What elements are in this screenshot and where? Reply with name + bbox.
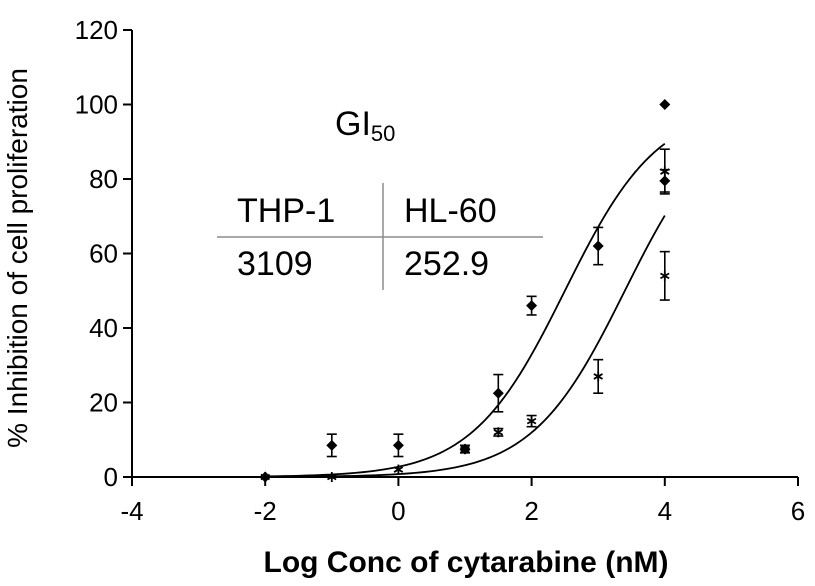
data-point-hl-60 <box>593 371 603 382</box>
asterisk-stroke <box>460 445 470 453</box>
y-tick-label: 80 <box>89 164 118 194</box>
asterisk-stroke <box>327 473 337 481</box>
y-tick-label: 20 <box>89 388 118 418</box>
data-point-hl-60 <box>460 444 470 455</box>
asterisk-stroke <box>526 417 537 425</box>
x-tick-label: 6 <box>791 496 805 526</box>
x-axis-title: Log Conc of cytarabine (nM) <box>264 546 669 579</box>
data-point-hl-60 <box>260 472 270 482</box>
data-point-thp-1 <box>526 300 538 312</box>
gi50-column-thp1: THP-1 <box>237 192 335 230</box>
data-point-hl-60 <box>526 416 537 427</box>
gi50-value-hl60: 252.9 <box>404 245 489 283</box>
data-point-hl-60 <box>493 427 504 438</box>
x-tick-label: -4 <box>120 496 143 526</box>
y-tick-label: 0 <box>104 462 118 492</box>
y-axis-title: % Inhibition of cell proliferation <box>2 68 33 448</box>
data-point-thp-1 <box>659 99 671 110</box>
asterisk-stroke <box>493 429 504 436</box>
data-point-hl-60 <box>393 464 404 475</box>
data-point-thp-1 <box>392 439 404 451</box>
data-point-hl-60 <box>660 166 670 177</box>
y-tick-label: 120 <box>75 15 118 45</box>
x-tick-label: 2 <box>524 496 538 526</box>
data-point-thp-1 <box>592 240 604 252</box>
asterisk-stroke <box>393 466 404 473</box>
data-point-thp-1 <box>492 387 504 399</box>
x-tick-label: -2 <box>254 496 277 526</box>
gi50-title: GI50 <box>335 105 395 146</box>
gi50-value-thp1: 3109 <box>237 245 313 283</box>
data-point-hl-60 <box>327 472 337 482</box>
data-point-thp-1 <box>326 439 338 451</box>
gi50-title-sub: 50 <box>371 121 395 146</box>
asterisk-stroke <box>660 272 670 280</box>
x-tick-label: 0 <box>391 496 405 526</box>
x-tick-label: 4 <box>658 496 672 526</box>
data-points <box>259 99 671 483</box>
gi50-column-hl60: HL-60 <box>404 192 497 230</box>
data-point-hl-60 <box>660 270 670 281</box>
y-tick-label: 100 <box>75 90 118 120</box>
asterisk-stroke <box>593 373 603 380</box>
y-tick-label: 40 <box>89 313 118 343</box>
gi50-title-main: GI <box>335 105 371 143</box>
y-tick-label: 60 <box>89 239 118 269</box>
asterisk-stroke <box>260 473 270 481</box>
gi50-annotation: GI50 THP-1 HL-60 3109 252.9 <box>217 105 543 290</box>
asterisk-stroke <box>660 168 670 175</box>
